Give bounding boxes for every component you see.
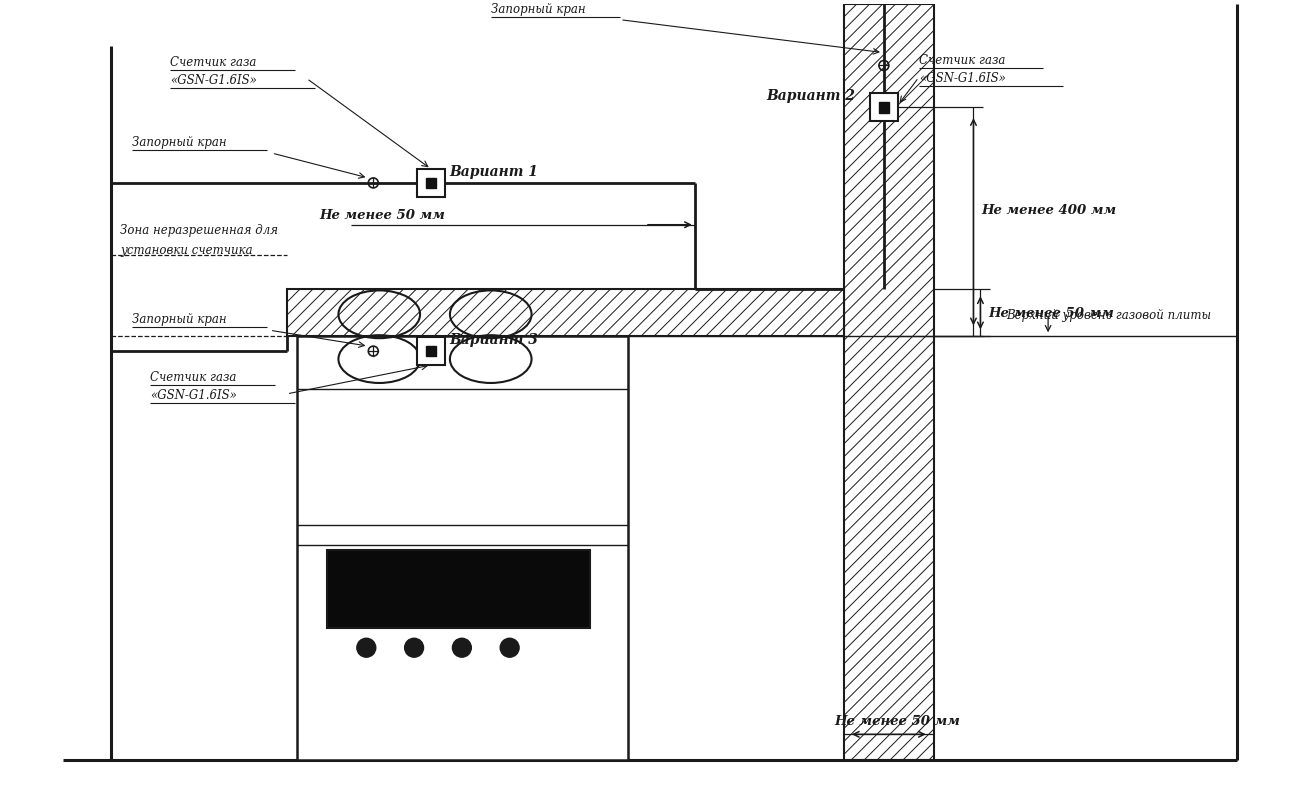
Bar [879,102,889,112]
Text: Вариант 1: Вариант 1 [448,165,537,179]
Circle shape [500,638,519,657]
Circle shape [452,638,472,657]
Bar [870,93,898,121]
Text: Зона неразрешенная для: Зона неразрешенная для [120,224,279,237]
Circle shape [357,638,376,657]
Text: установки счетчика: установки счетчика [120,244,253,257]
Bar [297,336,628,760]
Bar [844,4,934,760]
Bar [327,550,590,628]
Bar [287,290,844,336]
Text: Не менее 50 мм: Не менее 50 мм [988,307,1114,320]
Circle shape [404,638,424,657]
Text: Не менее 50 мм: Не менее 50 мм [835,715,960,728]
Bar [417,169,444,196]
Bar [426,346,437,356]
Text: Счетчик газа: Счетчик газа [919,55,1005,67]
Text: Не менее 400 мм: Не менее 400 мм [982,204,1116,217]
Text: Верхний уровень газовой плиты: Верхний уровень газовой плиты [1006,310,1212,322]
Text: Не менее 50 мм: Не менее 50 мм [319,209,446,221]
Text: Вариант 3: Вариант 3 [448,333,537,347]
Text: Запорный кран: Запорный кран [132,136,227,149]
Bar [417,337,444,365]
Bar [426,177,437,188]
Text: Запорный кран: Запорный кран [132,314,227,326]
Text: Счетчик газа: Счетчик газа [171,56,257,70]
Text: «GSN-G1.6IS»: «GSN-G1.6IS» [919,72,1005,85]
Text: «GSN-G1.6IS»: «GSN-G1.6IS» [150,389,238,402]
Text: Запорный кран: Запорный кран [491,2,585,16]
Text: «GSN-G1.6IS»: «GSN-G1.6IS» [171,75,257,87]
Text: Счетчик газа: Счетчик газа [150,371,236,384]
Text: Вариант 2: Вариант 2 [766,89,855,103]
